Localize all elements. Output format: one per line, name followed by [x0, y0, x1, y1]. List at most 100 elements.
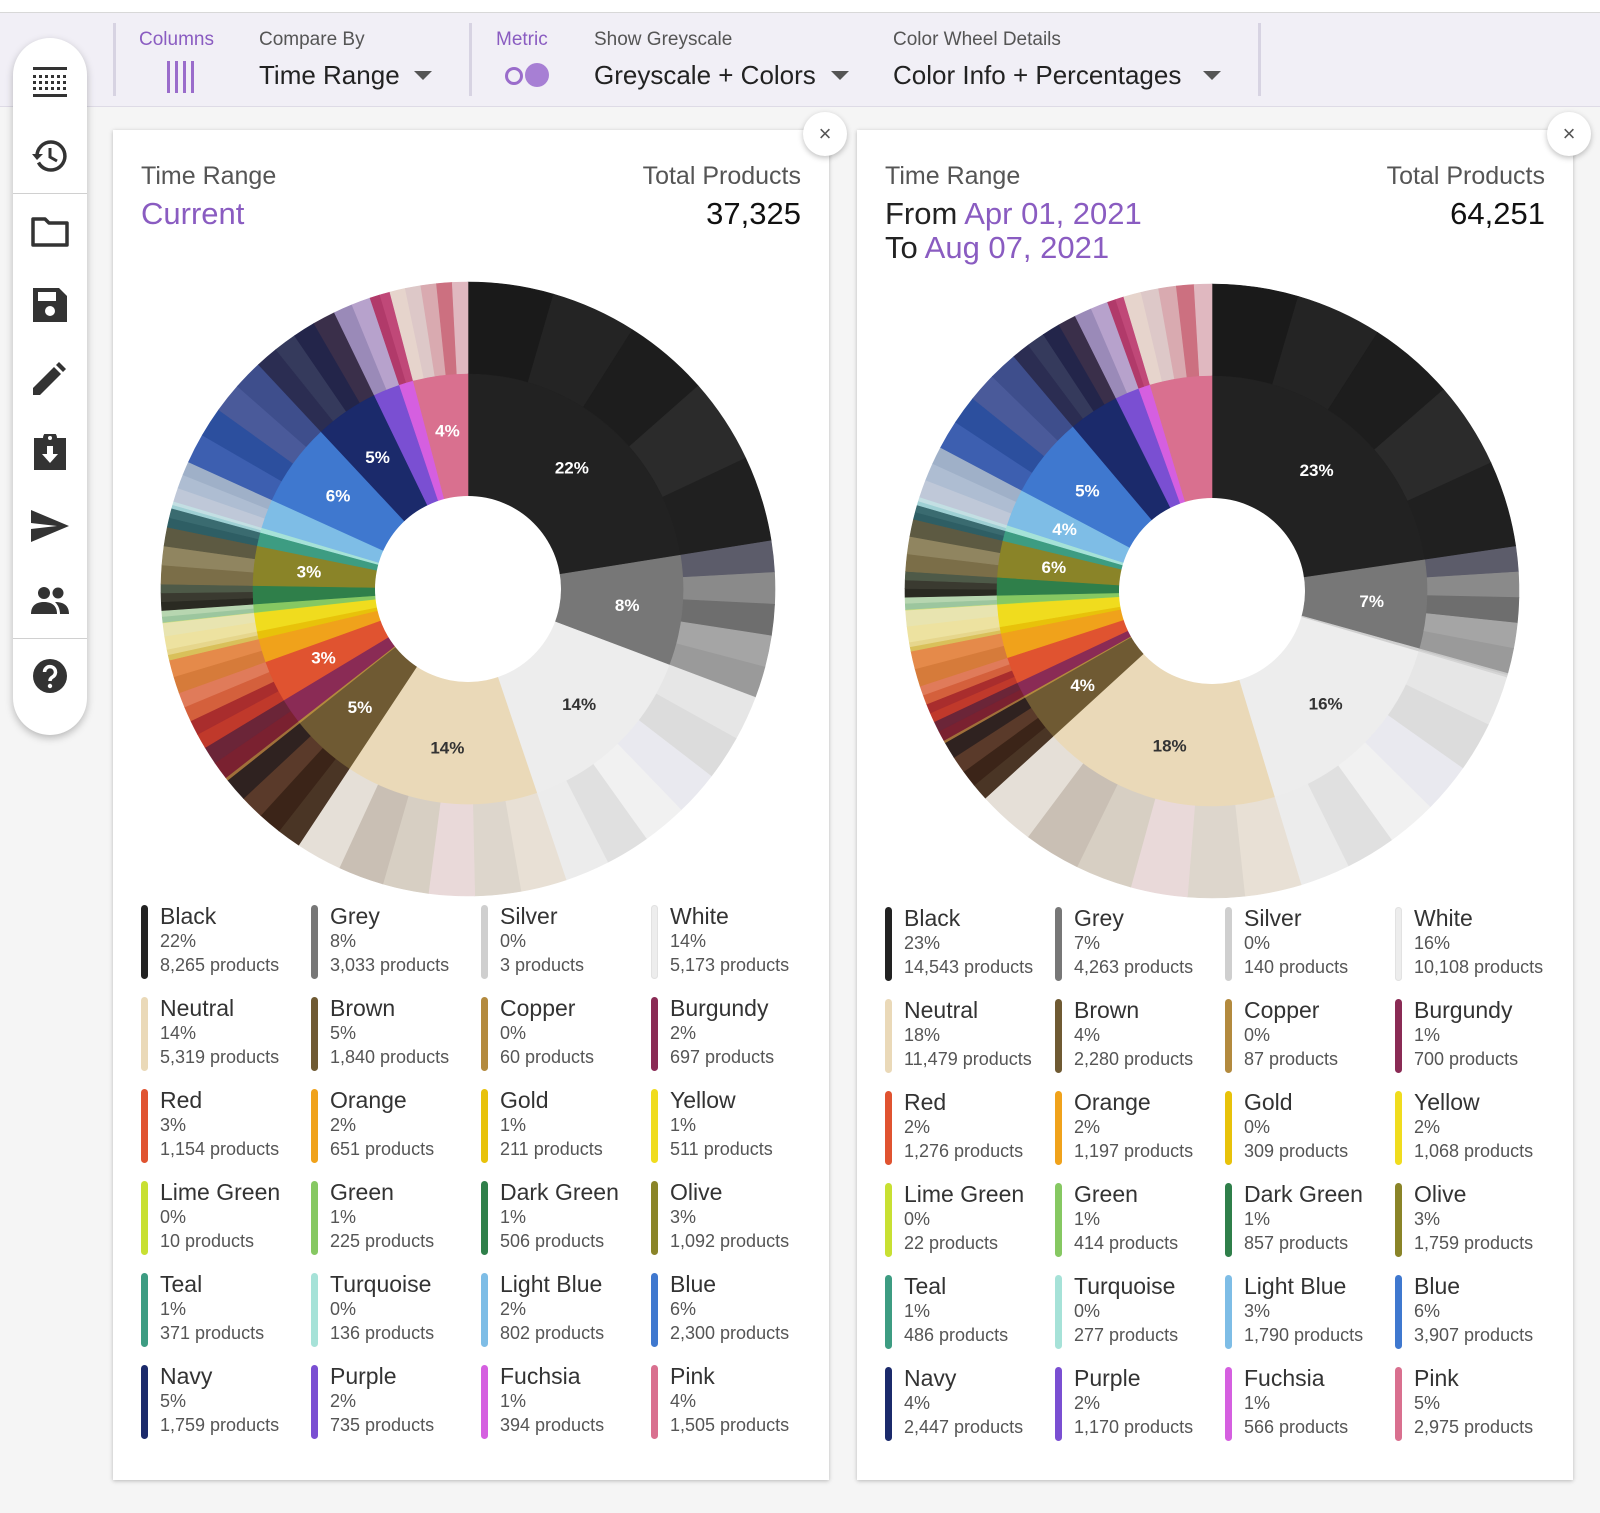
legend-name: Pink [1414, 1365, 1459, 1391]
legend-item-brown[interactable]: Brown 5% 1,840 products [311, 995, 476, 1073]
columns-icon[interactable] [167, 61, 195, 93]
compare-by-select[interactable]: Time Range [259, 60, 400, 90]
edit-icon[interactable] [30, 358, 70, 398]
legend-item-orange[interactable]: Orange 2% 1,197 products [1055, 1089, 1220, 1167]
legend-item-silver[interactable]: Silver 0% 3 products [481, 903, 646, 981]
color-wheel-chart[interactable]: 23% 7% 16% 18% 4% 6% 4% 5% [897, 276, 1527, 906]
legend-item-copper[interactable]: Copper 0% 60 products [481, 995, 646, 1073]
close-panel-button[interactable]: × [803, 112, 847, 156]
legend-item-olive[interactable]: Olive 3% 1,092 products [651, 1179, 816, 1257]
legend-item-gold[interactable]: Gold 1% 211 products [481, 1087, 646, 1165]
legend-item-green[interactable]: Green 1% 414 products [1055, 1181, 1220, 1259]
compare-by-chevron-down-icon[interactable] [414, 71, 432, 80]
legend-item-brown[interactable]: Brown 4% 2,280 products [1055, 997, 1220, 1075]
legend-item-yellow[interactable]: Yellow 2% 1,068 products [1395, 1089, 1560, 1167]
legend-count: 2,300 products [670, 1323, 790, 1343]
wheel-percent-label: 14% [562, 695, 596, 714]
legend-item-pink[interactable]: Pink 5% 2,975 products [1395, 1365, 1560, 1443]
legend-item-navy[interactable]: Navy 4% 2,447 products [885, 1365, 1050, 1443]
legend-pct: 22% [160, 931, 197, 951]
legend-pct: 2% [1074, 1117, 1101, 1137]
legend-item-grey[interactable]: Grey 7% 4,263 products [1055, 905, 1220, 983]
folder-icon[interactable] [30, 211, 70, 251]
legend-color-swatch [311, 1089, 318, 1163]
legend-item-teal[interactable]: Teal 1% 371 products [141, 1271, 306, 1349]
legend-pct: 5% [1414, 1393, 1441, 1413]
legend-item-gold[interactable]: Gold 0% 309 products [1225, 1089, 1390, 1167]
legend-item-fuchsia[interactable]: Fuchsia 1% 394 products [481, 1363, 646, 1441]
download-clipboard-icon[interactable] [30, 432, 70, 472]
legend-item-silver[interactable]: Silver 0% 140 products [1225, 905, 1390, 983]
color-wheel-chart[interactable]: 22% 8% 14% 14% 5% 3% 3% 6% 5% 4% [153, 274, 783, 904]
legend-item-olive[interactable]: Olive 3% 1,759 products [1395, 1181, 1560, 1259]
help-icon[interactable] [30, 656, 70, 696]
grid-view-icon[interactable] [30, 62, 70, 102]
legend-item-light-blue[interactable]: Light Blue 3% 1,790 products [1225, 1273, 1390, 1351]
legend-color-swatch [1055, 999, 1062, 1073]
people-icon[interactable] [30, 580, 70, 620]
legend-item-blue[interactable]: Blue 6% 3,907 products [1395, 1273, 1560, 1351]
legend-item-dark-green[interactable]: Dark Green 1% 857 products [1225, 1181, 1390, 1259]
legend-item-fuchsia[interactable]: Fuchsia 1% 566 products [1225, 1365, 1390, 1443]
legend-color-swatch [1225, 1091, 1232, 1165]
wheel-details-chevron-down-icon[interactable] [1203, 71, 1221, 80]
legend-item-blue[interactable]: Blue 6% 2,300 products [651, 1271, 816, 1349]
legend-item-neutral[interactable]: Neutral 14% 5,319 products [141, 995, 306, 1073]
legend-name: Light Blue [500, 1271, 603, 1297]
legend-count: 8,265 products [160, 955, 280, 975]
legend-item-navy[interactable]: Navy 5% 1,759 products [141, 1363, 306, 1441]
legend-item-pink[interactable]: Pink 4% 1,505 products [651, 1363, 816, 1441]
metric-toggle-icon[interactable] [505, 63, 549, 89]
legend-item-black[interactable]: Black 22% 8,265 products [141, 903, 306, 981]
legend-item-orange[interactable]: Orange 2% 651 products [311, 1087, 476, 1165]
date-to: To Aug 07, 2021 [885, 230, 1110, 265]
legend-item-lime-green[interactable]: Lime Green 0% 10 products [141, 1179, 306, 1257]
legend-count: 486 products [904, 1325, 1009, 1345]
legend-name: Silver [1244, 905, 1302, 931]
legend-item-purple[interactable]: Purple 2% 735 products [311, 1363, 476, 1441]
legend-item-purple[interactable]: Purple 2% 1,170 products [1055, 1365, 1220, 1443]
legend-pct: 3% [160, 1115, 187, 1135]
legend-item-lime-green[interactable]: Lime Green 0% 22 products [885, 1181, 1050, 1259]
legend-item-teal[interactable]: Teal 1% 486 products [885, 1273, 1050, 1351]
legend-pct: 0% [330, 1299, 357, 1319]
show-greyscale-select[interactable]: Greyscale + Colors [594, 60, 816, 90]
wheel-center-hole [1119, 498, 1305, 684]
legend-count: 140 products [1244, 957, 1349, 977]
legend-item-turquoise[interactable]: Turquoise 0% 136 products [311, 1271, 476, 1349]
legend-count: 1,759 products [160, 1415, 280, 1435]
greyscale-chevron-down-icon[interactable] [831, 71, 849, 80]
legend-item-burgundy[interactable]: Burgundy 1% 700 products [1395, 997, 1560, 1075]
legend-pct: 0% [160, 1207, 187, 1227]
time-range-label: Time Range [141, 162, 277, 190]
legend-pct: 14% [670, 931, 707, 951]
legend-item-red[interactable]: Red 2% 1,276 products [885, 1089, 1050, 1167]
legend-item-white[interactable]: White 16% 10,108 products [1395, 905, 1560, 983]
legend-name: Green [1074, 1181, 1138, 1207]
legend-name: Burgundy [1414, 997, 1513, 1023]
legend-item-light-blue[interactable]: Light Blue 2% 802 products [481, 1271, 646, 1349]
legend-item-copper[interactable]: Copper 0% 87 products [1225, 997, 1390, 1075]
send-icon[interactable] [30, 506, 70, 546]
legend-item-red[interactable]: Red 3% 1,154 products [141, 1087, 306, 1165]
columns-label: Columns [139, 29, 214, 50]
legend-item-neutral[interactable]: Neutral 18% 11,479 products [885, 997, 1050, 1075]
legend-item-dark-green[interactable]: Dark Green 1% 506 products [481, 1179, 646, 1257]
legend-color-swatch [885, 1183, 892, 1257]
color-wheel-details-select[interactable]: Color Info + Percentages [893, 60, 1182, 90]
legend-name: Lime Green [904, 1181, 1025, 1207]
legend-pct: 2% [330, 1391, 357, 1411]
close-panel-button[interactable]: × [1547, 112, 1591, 156]
legend-color-swatch [1395, 1275, 1402, 1349]
history-icon[interactable] [30, 136, 70, 176]
legend-item-black[interactable]: Black 23% 14,543 products [885, 905, 1050, 983]
legend-pct: 2% [1414, 1117, 1441, 1137]
legend-item-grey[interactable]: Grey 8% 3,033 products [311, 903, 476, 981]
save-icon[interactable] [30, 285, 70, 325]
legend-item-green[interactable]: Green 1% 225 products [311, 1179, 476, 1257]
legend-item-turquoise[interactable]: Turquoise 0% 277 products [1055, 1273, 1220, 1351]
legend-item-white[interactable]: White 14% 5,173 products [651, 903, 816, 981]
legend-item-burgundy[interactable]: Burgundy 2% 697 products [651, 995, 816, 1073]
legend-color-swatch [885, 999, 892, 1073]
legend-item-yellow[interactable]: Yellow 1% 511 products [651, 1087, 816, 1165]
